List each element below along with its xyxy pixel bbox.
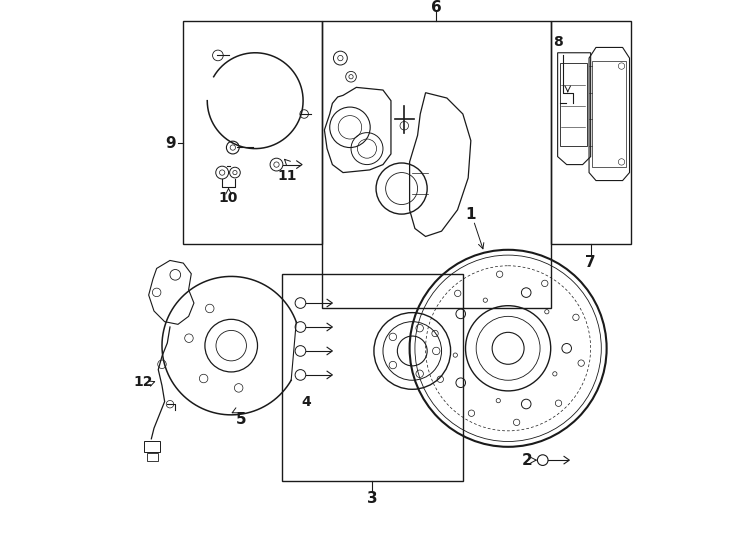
Text: 3: 3 xyxy=(367,491,377,507)
Text: 12: 12 xyxy=(134,375,153,389)
Text: 8: 8 xyxy=(553,35,562,49)
Text: 5: 5 xyxy=(236,412,246,427)
Bar xyxy=(592,60,626,167)
Text: 11: 11 xyxy=(277,170,297,183)
Bar xyxy=(147,453,159,461)
Bar xyxy=(560,63,587,146)
Text: 1: 1 xyxy=(465,207,476,221)
Text: 6: 6 xyxy=(431,0,442,15)
Text: 4: 4 xyxy=(301,395,310,409)
Text: 10: 10 xyxy=(219,191,239,205)
Text: 7: 7 xyxy=(585,254,596,269)
Text: 2: 2 xyxy=(521,453,532,468)
Bar xyxy=(145,442,161,452)
Circle shape xyxy=(537,455,548,465)
Text: 9: 9 xyxy=(166,136,176,151)
